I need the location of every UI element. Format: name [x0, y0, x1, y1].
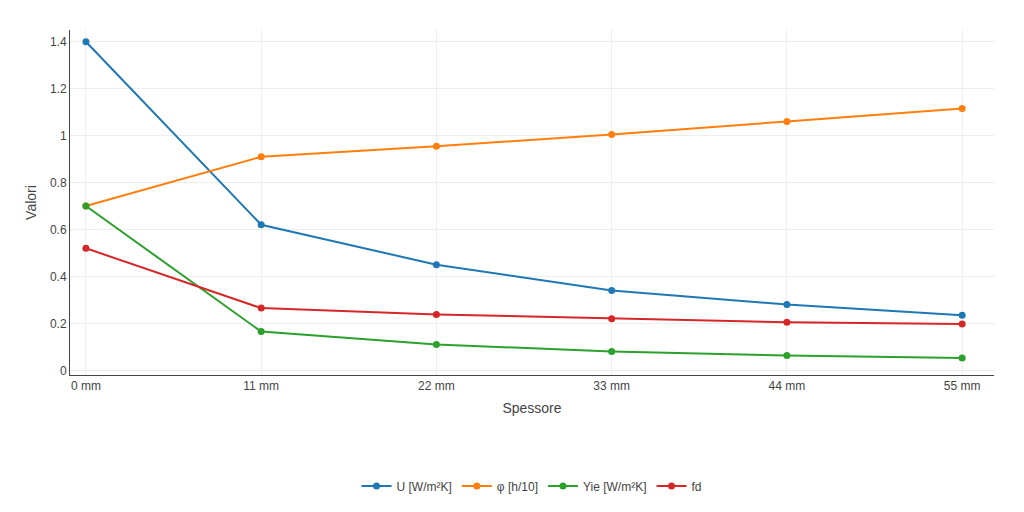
svg-text:φ [h/10]: φ [h/10]	[497, 480, 538, 494]
svg-text:44 mm: 44 mm	[769, 379, 806, 393]
svg-text:0.6: 0.6	[50, 223, 67, 237]
svg-text:1.2: 1.2	[50, 82, 67, 96]
svg-text:22 mm: 22 mm	[418, 379, 455, 393]
svg-text:33 mm: 33 mm	[593, 379, 630, 393]
svg-text:0 mm: 0 mm	[71, 379, 101, 393]
svg-text:fd: fd	[692, 480, 702, 494]
svg-text:Valori: Valori	[23, 185, 39, 220]
svg-text:55 mm: 55 mm	[944, 379, 981, 393]
svg-text:0.4: 0.4	[50, 270, 67, 284]
svg-text:1.4: 1.4	[50, 35, 67, 49]
svg-text:11 mm: 11 mm	[243, 379, 279, 393]
svg-text:0.8: 0.8	[50, 176, 67, 190]
svg-text:0: 0	[60, 364, 67, 378]
svg-text:Spessore: Spessore	[502, 400, 561, 416]
svg-text:1: 1	[60, 129, 67, 143]
svg-text:U [W/m²K]: U [W/m²K]	[397, 480, 452, 494]
svg-text:Yie [W/m²K]: Yie [W/m²K]	[583, 480, 647, 494]
svg-text:0.2: 0.2	[50, 317, 67, 331]
